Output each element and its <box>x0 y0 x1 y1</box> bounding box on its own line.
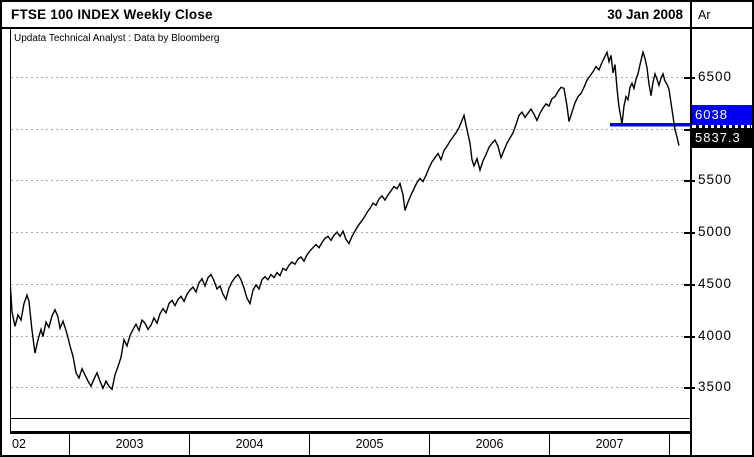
plot-bottom-border <box>10 418 690 419</box>
y-axis-label-4500: 4500 <box>698 276 733 291</box>
chart-title: FTSE 100 INDEX Weekly Close <box>11 7 213 22</box>
x-axis-year-2004: 2004 <box>190 434 310 455</box>
y-axis-tick-3500 <box>684 387 695 389</box>
axis-divider-line <box>690 2 692 455</box>
y-axis-tick-5000 <box>684 232 695 234</box>
y-axis-label-5500: 5500 <box>698 172 733 187</box>
support-price-marker[interactable]: 6038 <box>692 105 752 125</box>
title-bar-left: FTSE 100 INDEX Weekly Close 30 Jan 2008 <box>2 2 690 27</box>
plot-left-border <box>10 29 11 433</box>
y-axis-tick-5500 <box>684 180 695 182</box>
gridline-5500 <box>11 180 690 181</box>
obscured-6000-label <box>693 125 751 128</box>
gridline-6000 <box>11 129 690 130</box>
y-axis-label-5000: 5000 <box>698 224 733 239</box>
scale-column-header: Ar <box>690 2 752 27</box>
y-axis-label-4000: 4000 <box>698 328 733 343</box>
price-chart-canvas[interactable] <box>10 32 691 418</box>
gridline-4000 <box>11 336 690 337</box>
y-axis-label-3500: 3500 <box>698 379 733 394</box>
gridline-6500 <box>11 77 690 78</box>
gridline-3500 <box>11 387 690 388</box>
scale-mode-label: Ar <box>698 7 711 22</box>
x-axis-year-2003: 2003 <box>70 434 190 455</box>
x-axis-year-2005: 2005 <box>310 434 430 455</box>
x-axis-year-2007: 2007 <box>550 434 670 455</box>
x-axis-year-row: 02 2003 2004 2005 2006 2007 <box>10 431 690 455</box>
last-price-marker: 5837.3 <box>692 128 752 148</box>
y-axis-tick-4000 <box>684 336 695 338</box>
gridline-4500 <box>11 284 690 285</box>
y-axis-label-6500: 6500 <box>698 69 733 84</box>
x-axis-year-02: 02 <box>10 434 70 455</box>
y-axis-tick-6500 <box>684 77 695 79</box>
chart-date: 30 Jan 2008 <box>607 7 683 22</box>
y-axis-tick-4500 <box>684 284 695 286</box>
y-axis-tick-6000 <box>684 129 695 131</box>
chart-title-bar: FTSE 100 INDEX Weekly Close 30 Jan 2008 … <box>2 2 752 29</box>
x-axis-year-empty <box>670 434 690 455</box>
price-line <box>10 49 680 391</box>
x-axis-year-2006: 2006 <box>430 434 550 455</box>
gridline-5000 <box>11 232 690 233</box>
source-annotation: Updata Technical Analyst : Data by Bloom… <box>14 33 220 44</box>
